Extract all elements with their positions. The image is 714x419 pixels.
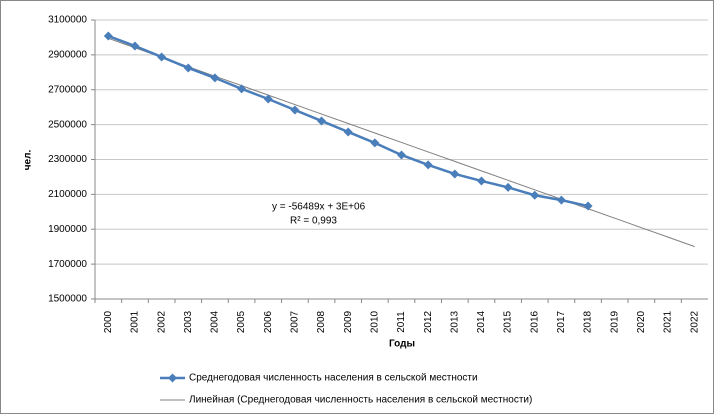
x-tick-label: 2005 <box>236 310 247 333</box>
marker <box>583 201 593 211</box>
marker <box>423 160 433 170</box>
marker <box>237 84 247 94</box>
y-tick-label: 2300000 <box>48 154 87 165</box>
x-tick-label: 2007 <box>290 310 301 333</box>
marker <box>317 116 327 126</box>
y-axis-label: чел. <box>23 150 34 171</box>
x-tick-label: 2013 <box>449 310 460 333</box>
y-tick-label: 1500000 <box>48 294 87 305</box>
marker <box>397 150 406 160</box>
x-tick-label: 2003 <box>183 310 194 333</box>
marker <box>343 127 353 137</box>
x-axis-label: Годы <box>389 339 415 350</box>
marker <box>530 190 540 200</box>
x-tick-label: 2019 <box>609 310 620 333</box>
x-tick-label: 2015 <box>503 310 514 333</box>
x-tick-label: 2000 <box>103 310 114 333</box>
marker <box>157 52 167 62</box>
x-tick-label: 2004 <box>210 310 221 333</box>
marker <box>450 169 460 179</box>
x-tick-label: 2011 <box>396 311 407 333</box>
y-tick-label: 2700000 <box>48 84 87 95</box>
x-tick-label: 2001 <box>130 310 141 333</box>
marker <box>503 182 513 192</box>
x-tick-label: 2008 <box>316 310 327 333</box>
annotation: y = -56489x + 3E+06 <box>272 202 366 213</box>
x-tick-label: 2009 <box>343 310 354 333</box>
x-tick-label: 2022 <box>689 310 700 333</box>
annotation: R² = 0,993 <box>290 216 337 227</box>
x-tick-label: 2002 <box>156 310 167 333</box>
x-tick-label: 2014 <box>476 310 487 333</box>
marker <box>476 176 486 186</box>
y-tick-label: 2100000 <box>48 189 87 200</box>
x-tick-label: 2020 <box>636 310 647 333</box>
x-tick-label: 2012 <box>423 310 434 333</box>
marker <box>556 195 566 205</box>
legend-label: Линейная (Среднегодовая численность насе… <box>189 395 532 406</box>
marker <box>183 63 193 73</box>
marker <box>263 94 273 104</box>
y-tick-label: 1700000 <box>48 259 87 270</box>
x-tick-label: 2017 <box>556 310 567 333</box>
series-line <box>108 37 695 248</box>
x-tick-label: 2021 <box>663 310 674 333</box>
x-tick-label: 2018 <box>583 310 594 333</box>
x-tick-label: 2016 <box>529 310 540 333</box>
marker <box>290 105 300 115</box>
y-tick-label: 1900000 <box>48 224 87 235</box>
legend-marker <box>168 373 177 383</box>
x-tick-label: 2006 <box>263 310 274 333</box>
marker <box>370 138 380 148</box>
marker <box>210 73 220 83</box>
y-tick-label: 3100000 <box>48 15 87 26</box>
marker <box>103 31 113 41</box>
marker <box>130 41 140 51</box>
y-tick-label: 2500000 <box>48 119 87 130</box>
legend-label: Среднегодовая численность населения в се… <box>189 373 478 384</box>
x-tick-label: 2010 <box>369 310 380 333</box>
y-tick-label: 2900000 <box>48 50 87 61</box>
